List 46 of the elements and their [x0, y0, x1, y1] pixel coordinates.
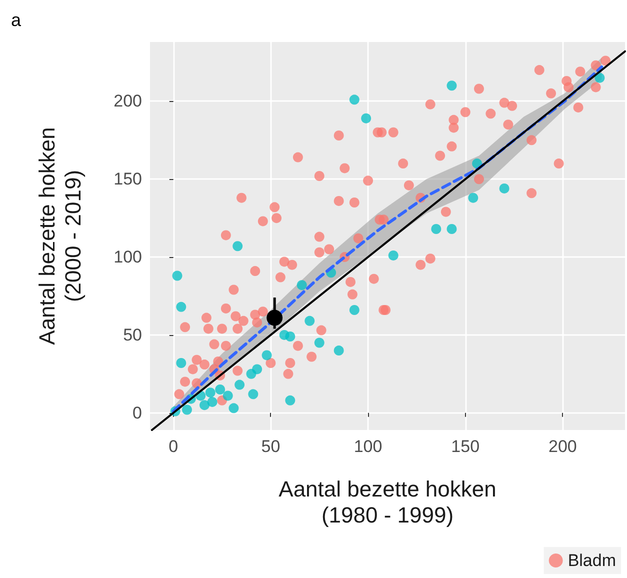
point [176, 358, 186, 368]
point [314, 338, 324, 348]
point [215, 384, 226, 394]
y-tick-label: 0 [132, 403, 142, 422]
point [232, 241, 243, 252]
point [246, 368, 256, 379]
x-axis-title: Aantal bezette hokken (1980 - 1999) [278, 476, 496, 528]
point [499, 183, 510, 194]
point [349, 94, 360, 105]
point [594, 72, 605, 83]
point [248, 389, 258, 400]
point [446, 80, 457, 91]
point [468, 192, 478, 203]
point [172, 270, 182, 281]
point [200, 400, 210, 410]
y-tick-label: 50 [123, 325, 142, 344]
x-tick-label: 50 [261, 437, 280, 456]
point [361, 113, 372, 124]
point [446, 224, 457, 234]
point [228, 403, 239, 414]
point [349, 305, 360, 316]
y-tick-label: 200 [114, 92, 142, 111]
point [304, 316, 315, 326]
point [266, 310, 283, 326]
point [176, 302, 186, 312]
point [234, 380, 245, 390]
point [182, 404, 192, 415]
y-tick-label: 100 [114, 248, 142, 267]
point [334, 346, 344, 356]
x-tick-label: 200 [548, 437, 577, 456]
point [296, 280, 307, 290]
point [285, 332, 296, 342]
y-axis-title: Aantal bezette hokken (2000 - 2019) [34, 127, 86, 345]
point [388, 250, 398, 260]
x-tick-label: 0 [168, 437, 178, 456]
point [431, 224, 442, 234]
legend-label: Bladm [568, 551, 616, 570]
x-tick-label: 150 [451, 437, 480, 456]
x-tick-label: 100 [354, 437, 382, 456]
point [207, 396, 218, 407]
point [262, 350, 272, 360]
point [222, 390, 233, 401]
point [285, 395, 296, 406]
point [205, 388, 216, 398]
chart-title: a [11, 10, 22, 30]
y-tick-label: 150 [114, 170, 142, 189]
